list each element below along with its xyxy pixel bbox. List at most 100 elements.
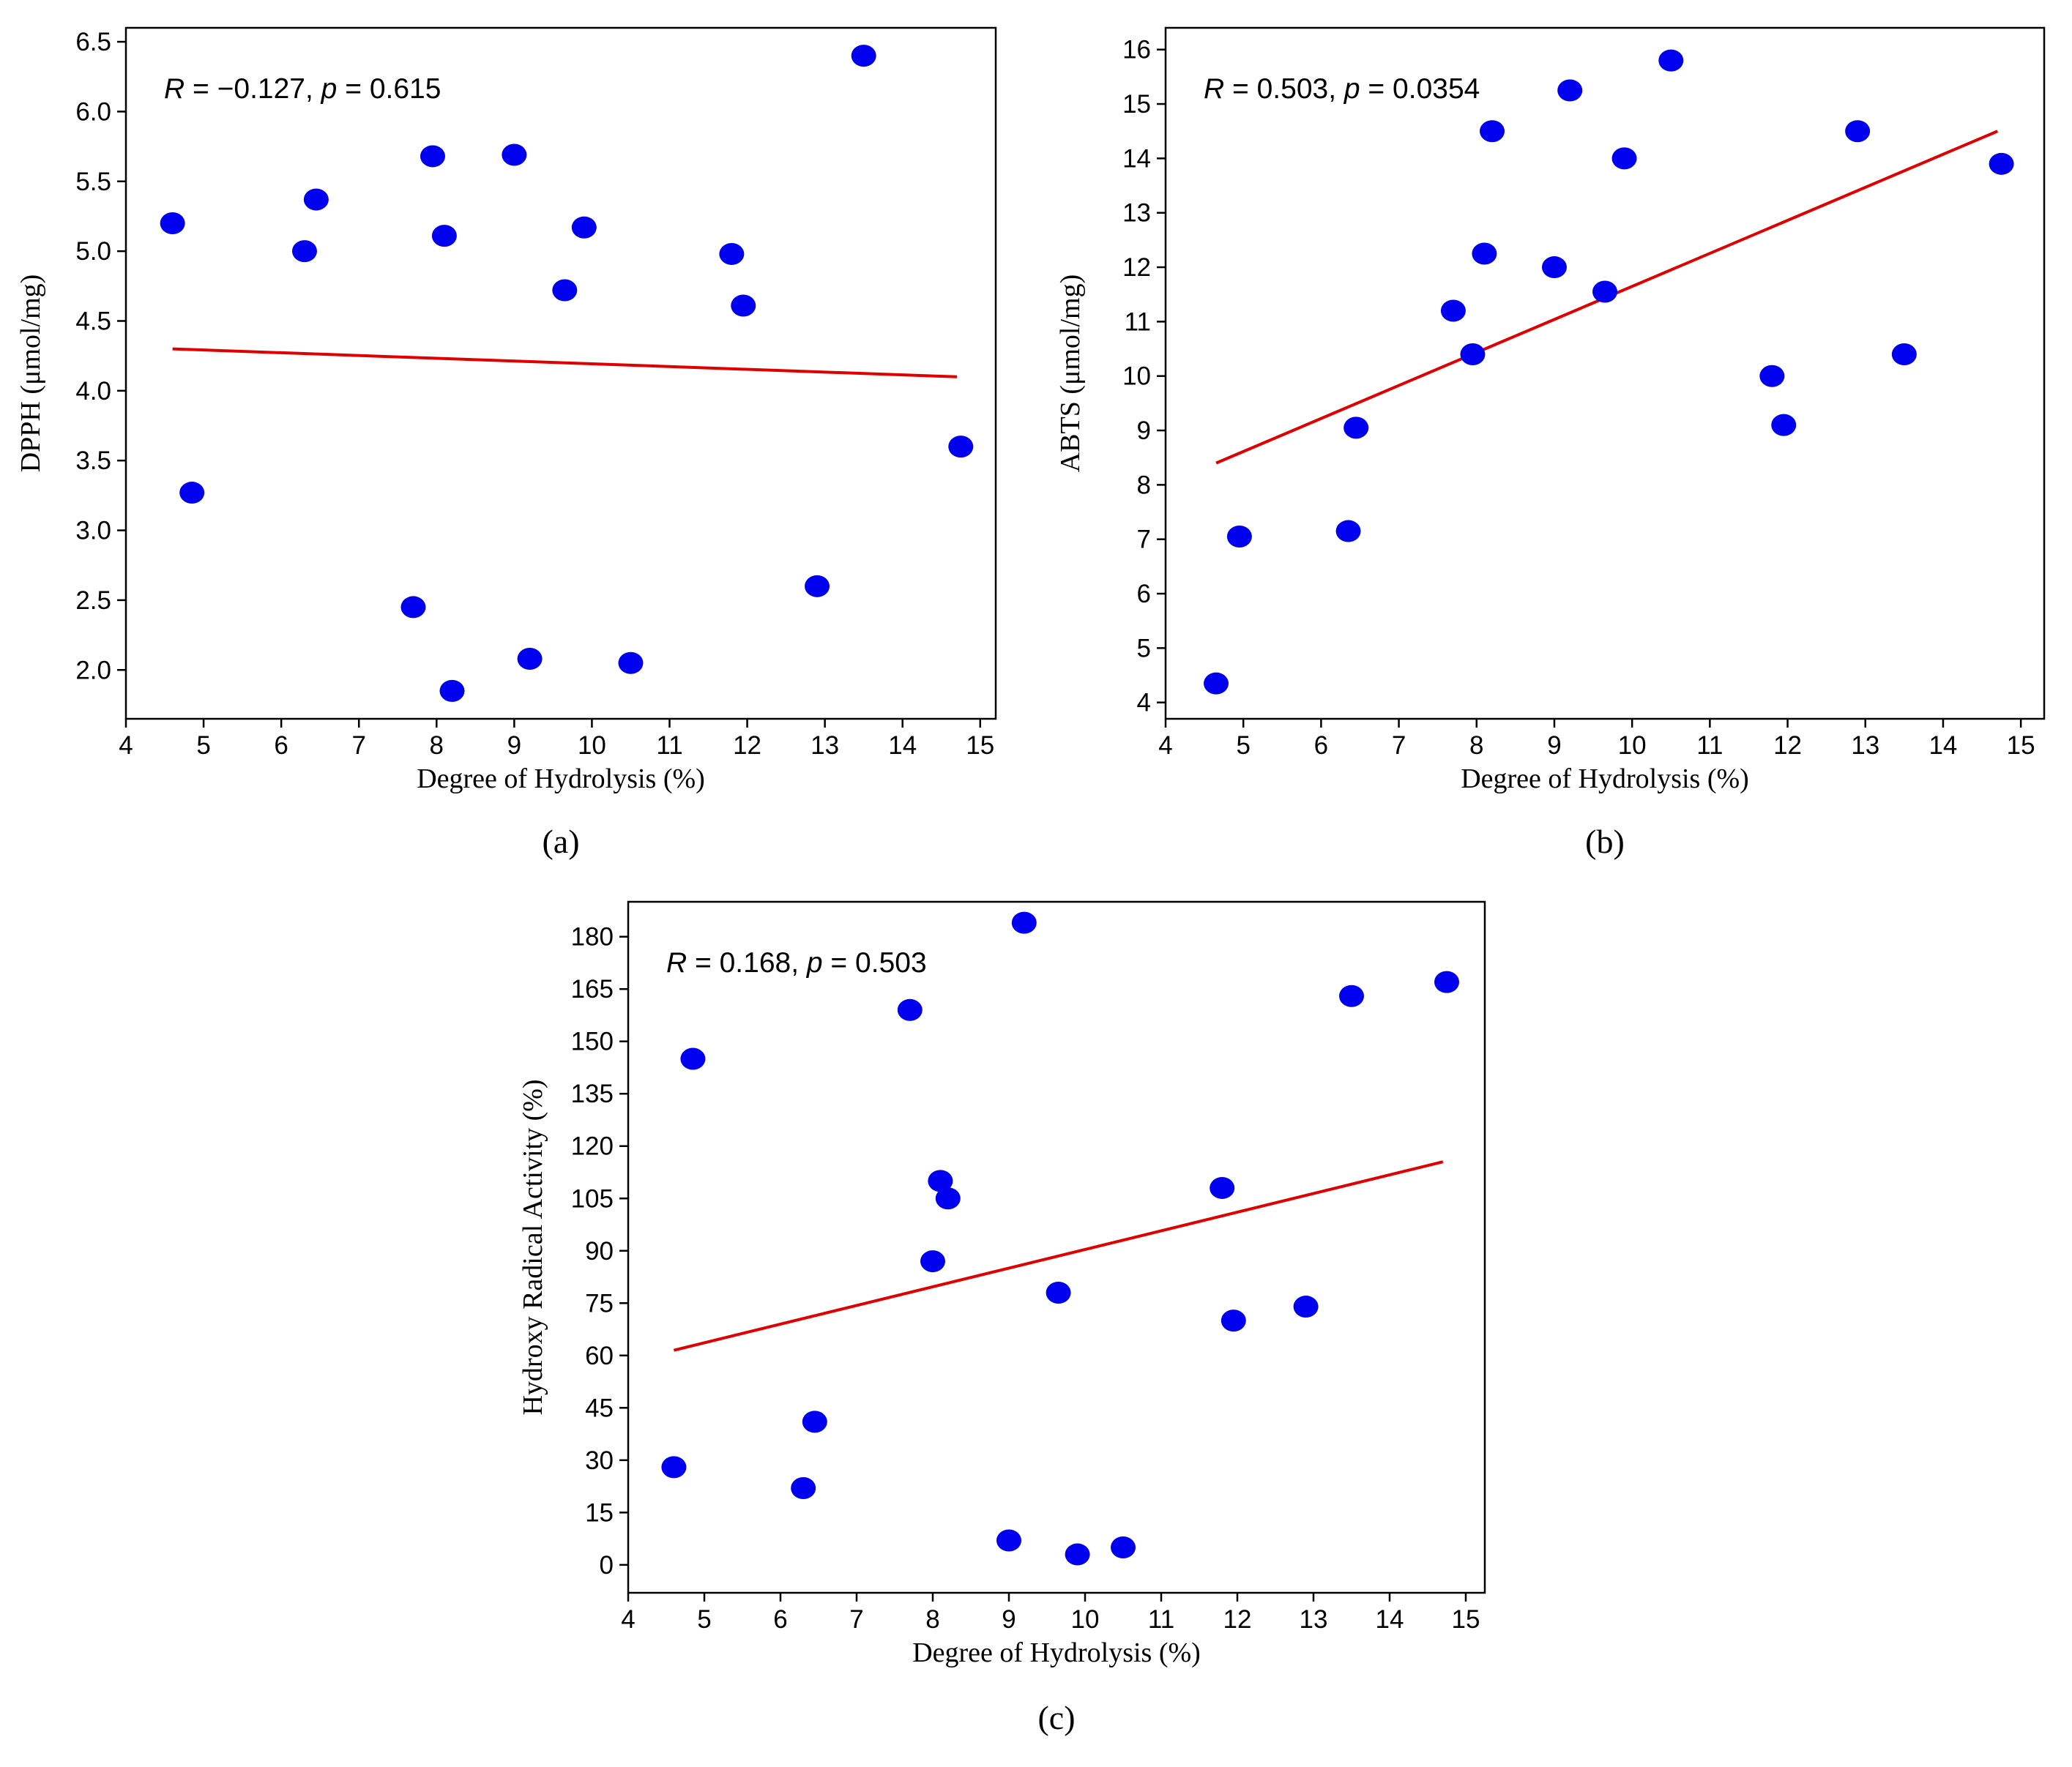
x-tick-label: 12: [733, 731, 761, 760]
x-tick-label: 6: [274, 731, 288, 760]
data-point: [1221, 1310, 1246, 1332]
x-tick-label: 4: [119, 731, 133, 760]
data-point: [920, 1250, 945, 1273]
data-point: [897, 998, 923, 1021]
y-tick-label: 2.5: [75, 586, 111, 615]
y-tick-label: 4.0: [75, 377, 111, 406]
x-tick-label: 13: [810, 731, 839, 760]
data-point: [502, 143, 527, 166]
data-point: [935, 1187, 961, 1210]
y-tick-label: 120: [571, 1132, 614, 1161]
x-tick-label: 14: [888, 731, 917, 760]
annotation-p-sym: p: [1344, 73, 1360, 105]
annotation-p-text: = 0.615: [337, 73, 441, 105]
data-point: [179, 482, 205, 504]
data-point: [1891, 343, 1917, 365]
data-point: [1592, 280, 1617, 303]
data-point: [996, 1529, 1021, 1552]
x-tick-label: 8: [430, 731, 444, 760]
annotation-p-text: = 0.503: [823, 947, 927, 979]
y-tick-label: 30: [585, 1446, 614, 1475]
data-point: [400, 596, 426, 619]
data-point: [1759, 365, 1785, 387]
data-point: [552, 279, 578, 302]
annotation-p-sym: p: [806, 947, 823, 979]
y-tick-label: 14: [1122, 144, 1151, 173]
y-tick-label: 0: [600, 1551, 614, 1580]
data-point: [303, 188, 329, 211]
data-point: [1210, 1176, 1235, 1199]
data-point: [948, 436, 974, 458]
data-point: [1434, 971, 1459, 993]
x-tick-label: 13: [1851, 731, 1879, 760]
data-point: [1046, 1281, 1071, 1304]
y-tick-label: 135: [571, 1080, 614, 1108]
data-point: [851, 45, 876, 67]
data-point: [431, 225, 457, 247]
y-tick-label: 6.5: [75, 28, 111, 56]
y-tick-label: 8: [1137, 471, 1151, 499]
x-tick-label: 9: [1547, 731, 1561, 760]
annotation-r-text: = 0.503,: [1224, 73, 1344, 105]
annotation-p-text: = 0.0354: [1360, 73, 1480, 105]
annotation-r-text: = 0.168,: [687, 947, 807, 979]
x-tick-label: 15: [2007, 731, 2035, 760]
data-point: [160, 212, 185, 234]
y-axis-title: Hydroxy Radical Activity (%): [518, 1079, 548, 1415]
y-tick-label: 7: [1137, 526, 1151, 554]
x-tick-label: 10: [1618, 731, 1647, 760]
annotation-r-sym: R: [1204, 73, 1224, 105]
y-tick-label: 150: [571, 1028, 614, 1056]
y-tick-label: 5.0: [75, 237, 111, 266]
data-point: [420, 145, 445, 168]
x-tick-label: 14: [1376, 1605, 1404, 1634]
x-tick-label: 8: [925, 1605, 939, 1634]
data-point: [1204, 672, 1229, 695]
data-point: [661, 1456, 687, 1479]
data-point: [571, 216, 597, 239]
data-point: [791, 1476, 816, 1499]
data-point: [1989, 152, 2014, 175]
plot-frame: [124, 26, 997, 720]
panel-label: (c): [1037, 1699, 1075, 1736]
y-tick-label: 5.5: [75, 168, 111, 196]
x-tick-label: 7: [1392, 731, 1406, 760]
chart-panel-0: 4 5 6 7 8 9 10 11 12 13 14 15 2.0 2.5 3.0 3.5 4.0 4.5 5.0 5…: [15, 26, 997, 860]
x-tick-label: 7: [849, 1605, 863, 1634]
y-tick-label: 6: [1137, 580, 1151, 608]
chart-panel-2: 4 5 6 7 8 9 10 11 12 13 14 150153045607590105120135…: [518, 900, 1486, 1736]
y-axis-title: DPPH (μmol/mg): [15, 274, 46, 473]
data-point: [1344, 416, 1369, 439]
y-tick-label: 60: [585, 1342, 614, 1370]
y-tick-label: 105: [571, 1184, 614, 1213]
y-tick-label: 3.5: [75, 447, 111, 475]
data-point: [1460, 343, 1486, 365]
data-point: [1440, 299, 1466, 322]
data-point: [1557, 79, 1583, 102]
data-point: [1472, 242, 1497, 265]
correlation-annotation: R = 0.503, p = 0.0354: [1204, 73, 1480, 105]
data-point: [1335, 520, 1361, 542]
panel-label: (a): [542, 823, 579, 860]
annotation-r-sym: R: [666, 947, 687, 979]
annotation-p-sym: p: [321, 73, 338, 105]
x-tick-label: 12: [1773, 731, 1802, 760]
y-tick-label: 12: [1122, 253, 1151, 282]
y-tick-label: 10: [1122, 362, 1151, 391]
data-point: [1111, 1536, 1136, 1559]
x-tick-label: 5: [697, 1605, 711, 1634]
x-tick-label: 6: [1314, 731, 1328, 760]
regression-line: [673, 1160, 1444, 1352]
data-point: [1480, 120, 1505, 143]
correlation-annotation: R = −0.127, p = 0.615: [164, 73, 441, 105]
data-point: [802, 1411, 827, 1433]
y-tick-label: 90: [585, 1237, 614, 1266]
x-tick-label: 9: [1002, 1605, 1015, 1634]
x-tick-label: 12: [1223, 1605, 1252, 1634]
x-tick-label: 4: [1158, 731, 1172, 760]
annotation-r-text: = −0.127,: [185, 73, 321, 105]
data-point: [1541, 256, 1567, 279]
data-point: [517, 647, 543, 670]
y-tick-label: 15: [585, 1498, 614, 1527]
x-tick-label: 15: [1452, 1605, 1480, 1634]
